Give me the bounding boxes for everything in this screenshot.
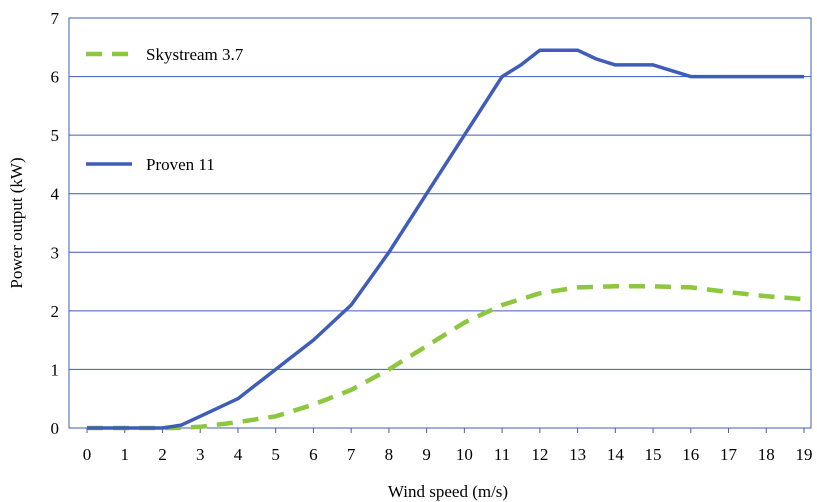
series-line-skystream [87, 284, 805, 431]
x-axis-title: Wind speed (m/s) [388, 482, 508, 501]
x-axis: 0 1 2 3 4 5 6 7 8 9 10 11 12 13 14 15 16 17 18 19 [83, 428, 813, 464]
y-axis: 0 1 2 3 4 5 6 7 [51, 9, 60, 438]
legend: Skystream 3.7 Proven 11 [86, 45, 244, 174]
series-layer [87, 48, 805, 431]
y-tick-label: 6 [51, 68, 60, 87]
x-tick-label: 19 [796, 445, 813, 464]
grid-lines [69, 17, 811, 429]
x-tick-label: 11 [494, 445, 510, 464]
y-tick-label: 5 [51, 126, 60, 145]
x-tick-label: 12 [531, 445, 548, 464]
x-tick-label: 8 [385, 445, 394, 464]
x-tick-label: 9 [422, 445, 431, 464]
y-tick-label: 7 [51, 9, 60, 28]
y-tick-label: 0 [51, 419, 60, 438]
x-tick-label: 2 [158, 445, 167, 464]
x-tick-label: 13 [569, 445, 586, 464]
x-tick-label: 5 [271, 445, 280, 464]
x-tick-label: 6 [309, 445, 318, 464]
x-tick-label: 14 [607, 445, 625, 464]
y-tick-label: 4 [51, 185, 60, 204]
x-tick-label: 1 [120, 445, 129, 464]
y-axis-title: Power output (kW) [7, 157, 26, 288]
x-tick-label: 0 [83, 445, 92, 464]
legend-label-skystream: Skystream 3.7 [146, 45, 244, 64]
y-tick-label: 3 [51, 243, 60, 262]
x-tick-label: 15 [645, 445, 662, 464]
y-tick-label: 1 [51, 360, 60, 379]
x-tick-label: 17 [720, 445, 738, 464]
x-tick-label: 7 [347, 445, 356, 464]
y-tick-label: 2 [51, 302, 60, 321]
x-tick-label: 4 [234, 445, 243, 464]
x-tick-label: 18 [758, 445, 775, 464]
x-tick-label: 3 [196, 445, 205, 464]
plot-area [68, 17, 812, 429]
x-tick-label: 16 [682, 445, 699, 464]
series-line-proven [87, 48, 804, 430]
legend-label-proven: Proven 11 [146, 155, 215, 174]
x-tick-label: 10 [456, 445, 473, 464]
